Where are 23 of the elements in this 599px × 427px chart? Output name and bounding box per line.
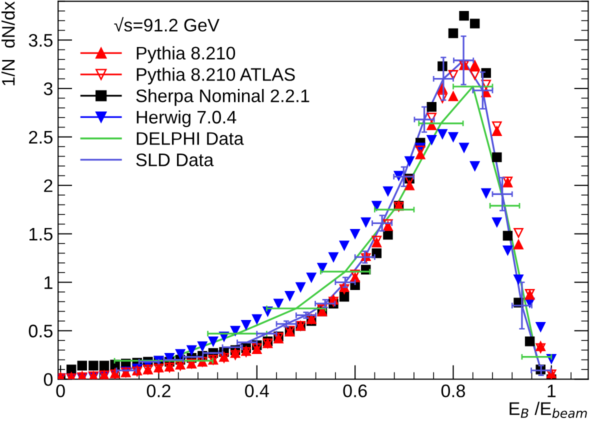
x-tick-label: 0.2: [146, 384, 170, 398]
x-tick-label: 0: [56, 384, 65, 398]
x-axis-title: E$_{B}$ /E$_{beam}$: [510, 402, 587, 418]
legend-label: DELPHI Data: [136, 132, 244, 145]
legend-label: Sherpa Nominal 2.2.1: [136, 88, 310, 106]
legend-label: Pythia 8.210: [136, 46, 236, 64]
annotation: √s=91.2 GeV: [114, 17, 220, 32]
legend-label: Herwig 7.0.4: [136, 110, 236, 128]
y-axis-title: 1/N dN/dx: [2, 1, 15, 86]
y-tick-label: 2: [44, 179, 52, 192]
legend-label: Pythia 8.210 ATLAS: [136, 68, 295, 84]
y-tick-label: 0: [44, 373, 53, 386]
y-tick-label: 3: [44, 82, 52, 96]
x-tick-label: 0.8: [441, 384, 465, 398]
x-tick-label: 0.6: [343, 384, 367, 398]
x-tick-label: 1: [548, 384, 556, 398]
y-tick-label: 0.5: [28, 324, 52, 338]
y-tick-label: 2.5: [29, 130, 52, 144]
y-tick-label: 1.5: [30, 228, 52, 241]
y-tick-label: 1: [44, 276, 52, 289]
legend-label: SLD Data: [136, 153, 214, 166]
y-tick-label: 3.5: [28, 34, 52, 47]
x-tick-label: 0.4: [245, 384, 269, 398]
